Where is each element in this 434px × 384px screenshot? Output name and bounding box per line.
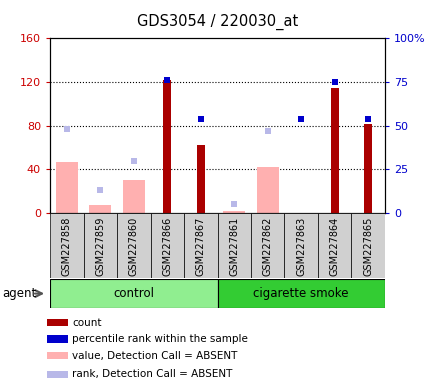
Bar	[250, 213, 284, 278]
Bar	[184, 213, 217, 278]
Text: GSM227865: GSM227865	[362, 217, 372, 276]
Bar	[83, 213, 117, 278]
Text: count: count	[72, 318, 101, 328]
Bar	[122, 180, 145, 213]
Text: agent: agent	[2, 287, 36, 300]
Bar	[46, 352, 68, 359]
Bar	[46, 335, 68, 343]
Text: rank, Detection Call = ABSENT: rank, Detection Call = ABSENT	[72, 369, 232, 379]
Bar	[163, 80, 171, 213]
Bar	[46, 371, 68, 378]
Bar	[46, 319, 68, 326]
Bar	[196, 146, 204, 213]
Text: cigarette smoke: cigarette smoke	[253, 287, 348, 300]
Bar	[284, 213, 317, 278]
Text: control: control	[113, 287, 154, 300]
Bar	[256, 167, 278, 213]
Bar	[89, 205, 111, 213]
Text: GSM227863: GSM227863	[296, 217, 306, 276]
Bar	[150, 213, 184, 278]
Bar	[217, 279, 384, 308]
Bar	[117, 213, 150, 278]
Text: GSM227861: GSM227861	[229, 217, 239, 276]
Bar	[217, 213, 250, 278]
Bar	[50, 279, 217, 308]
Text: GSM227867: GSM227867	[195, 217, 205, 276]
Bar	[317, 213, 351, 278]
Text: GSM227864: GSM227864	[329, 217, 339, 276]
Bar	[56, 162, 78, 213]
Text: GSM227860: GSM227860	[128, 217, 138, 276]
Text: GSM227866: GSM227866	[162, 217, 172, 276]
Text: GSM227859: GSM227859	[95, 217, 105, 276]
Text: GSM227862: GSM227862	[262, 217, 272, 276]
Text: percentile rank within the sample: percentile rank within the sample	[72, 334, 247, 344]
Text: GSM227858: GSM227858	[62, 217, 72, 276]
Bar	[223, 211, 245, 213]
Text: value, Detection Call = ABSENT: value, Detection Call = ABSENT	[72, 351, 237, 361]
Bar	[50, 213, 83, 278]
Bar	[363, 124, 372, 213]
Text: GDS3054 / 220030_at: GDS3054 / 220030_at	[137, 13, 297, 30]
Bar	[351, 213, 384, 278]
Bar	[330, 88, 338, 213]
